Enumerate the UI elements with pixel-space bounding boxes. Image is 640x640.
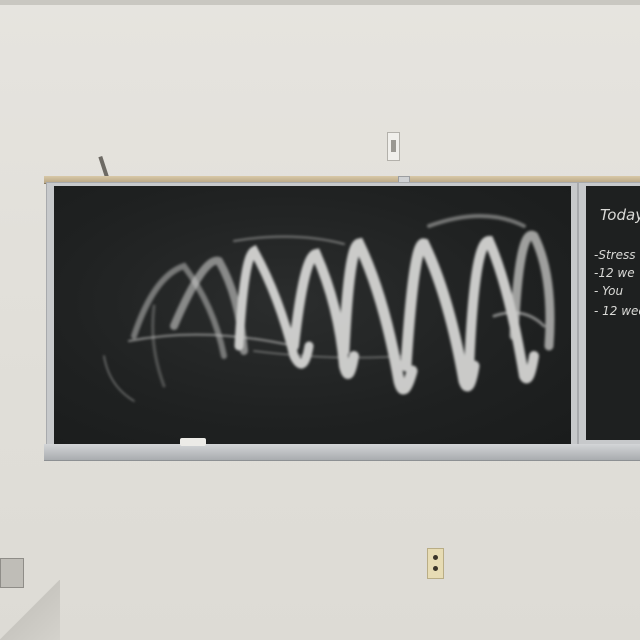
- eraser: [180, 438, 206, 446]
- chalk-spiral-drawing: [103, 214, 555, 402]
- chalkboard-right: [586, 186, 640, 440]
- chalk-text-line-5: - 12 wee: [594, 304, 640, 318]
- chalk-text-line-3: -12 we: [594, 266, 635, 280]
- chalk-text-line-4: - You: [594, 284, 624, 298]
- electrical-outlet: [427, 548, 444, 579]
- chalk-text-line-1: Today: [600, 206, 640, 224]
- wall-corner: [0, 580, 60, 640]
- light-switch: [387, 132, 400, 161]
- ceiling-edge: [0, 0, 640, 5]
- chalk-tray: [44, 444, 640, 461]
- chalk-text-line-2: -Stress: [594, 248, 636, 262]
